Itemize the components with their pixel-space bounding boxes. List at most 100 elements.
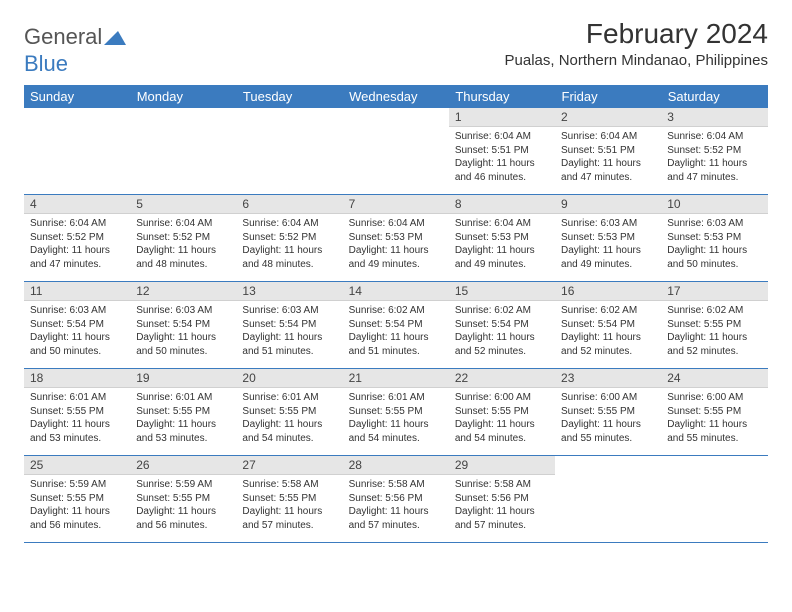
- calendar-cell: 4Sunrise: 6:04 AMSunset: 5:52 PMDaylight…: [24, 195, 130, 282]
- calendar-body: 1Sunrise: 6:04 AMSunset: 5:51 PMDaylight…: [24, 108, 768, 543]
- daylight-line: Daylight: 11 hours and 51 minutes.: [349, 331, 443, 358]
- sunrise-line: Sunrise: 6:01 AM: [349, 391, 443, 405]
- daylight-line: Daylight: 11 hours and 50 minutes.: [667, 244, 761, 271]
- sunrise-line: Sunrise: 6:02 AM: [667, 304, 761, 318]
- calendar-cell: 13Sunrise: 6:03 AMSunset: 5:54 PMDayligh…: [236, 282, 342, 369]
- sunrise-line: Sunrise: 6:04 AM: [667, 130, 761, 144]
- daylight-line: Daylight: 11 hours and 57 minutes.: [455, 505, 549, 532]
- sunrise-line: Sunrise: 5:58 AM: [455, 478, 549, 492]
- weekday-header: Tuesday: [236, 85, 342, 108]
- calendar-cell: 17Sunrise: 6:02 AMSunset: 5:55 PMDayligh…: [661, 282, 767, 369]
- calendar-cell: 10Sunrise: 6:03 AMSunset: 5:53 PMDayligh…: [661, 195, 767, 282]
- calendar-cell: 5Sunrise: 6:04 AMSunset: 5:52 PMDaylight…: [130, 195, 236, 282]
- day-content: Sunrise: 5:59 AMSunset: 5:55 PMDaylight:…: [130, 475, 236, 535]
- title-block: February 2024 Pualas, Northern Mindanao,…: [505, 18, 769, 69]
- sunrise-line: Sunrise: 6:04 AM: [455, 130, 549, 144]
- day-content: Sunrise: 6:04 AMSunset: 5:52 PMDaylight:…: [130, 214, 236, 274]
- weekday-header: Wednesday: [343, 85, 449, 108]
- daylight-line: Daylight: 11 hours and 52 minutes.: [455, 331, 549, 358]
- day-content: Sunrise: 5:58 AMSunset: 5:55 PMDaylight:…: [236, 475, 342, 535]
- calendar-cell: [661, 456, 767, 543]
- sunset-line: Sunset: 5:55 PM: [667, 405, 761, 419]
- sunset-line: Sunset: 5:55 PM: [242, 405, 336, 419]
- calendar-cell: [343, 108, 449, 195]
- calendar-row: 4Sunrise: 6:04 AMSunset: 5:52 PMDaylight…: [24, 195, 768, 282]
- sunset-line: Sunset: 5:56 PM: [455, 492, 549, 506]
- calendar-row: 18Sunrise: 6:01 AMSunset: 5:55 PMDayligh…: [24, 369, 768, 456]
- calendar-cell: 18Sunrise: 6:01 AMSunset: 5:55 PMDayligh…: [24, 369, 130, 456]
- day-number: 23: [555, 369, 661, 388]
- day-number: 25: [24, 456, 130, 475]
- daylight-line: Daylight: 11 hours and 52 minutes.: [561, 331, 655, 358]
- day-content: Sunrise: 6:00 AMSunset: 5:55 PMDaylight:…: [449, 388, 555, 448]
- sunrise-line: Sunrise: 6:00 AM: [561, 391, 655, 405]
- daylight-line: Daylight: 11 hours and 55 minutes.: [667, 418, 761, 445]
- sunset-line: Sunset: 5:54 PM: [349, 318, 443, 332]
- brand-logo: General Blue: [24, 24, 126, 77]
- day-number: 26: [130, 456, 236, 475]
- day-content: Sunrise: 5:59 AMSunset: 5:55 PMDaylight:…: [24, 475, 130, 535]
- sunset-line: Sunset: 5:55 PM: [561, 405, 655, 419]
- daylight-line: Daylight: 11 hours and 47 minutes.: [30, 244, 124, 271]
- calendar-cell: 24Sunrise: 6:00 AMSunset: 5:55 PMDayligh…: [661, 369, 767, 456]
- sunset-line: Sunset: 5:55 PM: [242, 492, 336, 506]
- daylight-line: Daylight: 11 hours and 53 minutes.: [136, 418, 230, 445]
- calendar-cell: 12Sunrise: 6:03 AMSunset: 5:54 PMDayligh…: [130, 282, 236, 369]
- sunrise-line: Sunrise: 6:03 AM: [667, 217, 761, 231]
- day-content: Sunrise: 6:03 AMSunset: 5:54 PMDaylight:…: [24, 301, 130, 361]
- day-number: 28: [343, 456, 449, 475]
- calendar-cell: 27Sunrise: 5:58 AMSunset: 5:55 PMDayligh…: [236, 456, 342, 543]
- sunrise-line: Sunrise: 6:04 AM: [349, 217, 443, 231]
- daylight-line: Daylight: 11 hours and 52 minutes.: [667, 331, 761, 358]
- sunset-line: Sunset: 5:56 PM: [349, 492, 443, 506]
- daylight-line: Daylight: 11 hours and 48 minutes.: [136, 244, 230, 271]
- day-number: 22: [449, 369, 555, 388]
- sunset-line: Sunset: 5:54 PM: [242, 318, 336, 332]
- sunset-line: Sunset: 5:52 PM: [242, 231, 336, 245]
- day-content: Sunrise: 6:04 AMSunset: 5:52 PMDaylight:…: [236, 214, 342, 274]
- sunset-line: Sunset: 5:55 PM: [136, 405, 230, 419]
- month-title: February 2024: [505, 18, 769, 50]
- sunset-line: Sunset: 5:52 PM: [136, 231, 230, 245]
- sunrise-line: Sunrise: 6:01 AM: [242, 391, 336, 405]
- day-content: Sunrise: 6:04 AMSunset: 5:52 PMDaylight:…: [661, 127, 767, 187]
- day-content: Sunrise: 6:01 AMSunset: 5:55 PMDaylight:…: [236, 388, 342, 448]
- day-content: Sunrise: 6:02 AMSunset: 5:55 PMDaylight:…: [661, 301, 767, 361]
- calendar-cell: 2Sunrise: 6:04 AMSunset: 5:51 PMDaylight…: [555, 108, 661, 195]
- day-number: 19: [130, 369, 236, 388]
- sunset-line: Sunset: 5:53 PM: [667, 231, 761, 245]
- calendar-cell: [236, 108, 342, 195]
- daylight-line: Daylight: 11 hours and 47 minutes.: [561, 157, 655, 184]
- day-number: 29: [449, 456, 555, 475]
- sunrise-line: Sunrise: 6:03 AM: [561, 217, 655, 231]
- calendar-cell: [24, 108, 130, 195]
- day-number: 17: [661, 282, 767, 301]
- calendar-cell: 20Sunrise: 6:01 AMSunset: 5:55 PMDayligh…: [236, 369, 342, 456]
- daylight-line: Daylight: 11 hours and 57 minutes.: [349, 505, 443, 532]
- sunrise-line: Sunrise: 5:58 AM: [242, 478, 336, 492]
- day-number: 16: [555, 282, 661, 301]
- daylight-line: Daylight: 11 hours and 55 minutes.: [561, 418, 655, 445]
- sunset-line: Sunset: 5:54 PM: [455, 318, 549, 332]
- day-content: Sunrise: 6:01 AMSunset: 5:55 PMDaylight:…: [130, 388, 236, 448]
- brand-word-2: Blue: [24, 51, 68, 76]
- sunrise-line: Sunrise: 6:03 AM: [242, 304, 336, 318]
- daylight-line: Daylight: 11 hours and 54 minutes.: [349, 418, 443, 445]
- brand-word-1: General: [24, 24, 102, 49]
- day-content: Sunrise: 6:01 AMSunset: 5:55 PMDaylight:…: [24, 388, 130, 448]
- sunset-line: Sunset: 5:53 PM: [349, 231, 443, 245]
- calendar-cell: 21Sunrise: 6:01 AMSunset: 5:55 PMDayligh…: [343, 369, 449, 456]
- sunrise-line: Sunrise: 6:04 AM: [136, 217, 230, 231]
- calendar-table: SundayMondayTuesdayWednesdayThursdayFrid…: [24, 85, 768, 543]
- calendar-cell: 25Sunrise: 5:59 AMSunset: 5:55 PMDayligh…: [24, 456, 130, 543]
- sunset-line: Sunset: 5:51 PM: [561, 144, 655, 158]
- sunrise-line: Sunrise: 6:01 AM: [30, 391, 124, 405]
- sunset-line: Sunset: 5:53 PM: [455, 231, 549, 245]
- calendar-cell: [130, 108, 236, 195]
- sunrise-line: Sunrise: 5:58 AM: [349, 478, 443, 492]
- daylight-line: Daylight: 11 hours and 49 minutes.: [561, 244, 655, 271]
- sunrise-line: Sunrise: 5:59 AM: [30, 478, 124, 492]
- daylight-line: Daylight: 11 hours and 56 minutes.: [30, 505, 124, 532]
- day-number: 24: [661, 369, 767, 388]
- sunset-line: Sunset: 5:55 PM: [30, 492, 124, 506]
